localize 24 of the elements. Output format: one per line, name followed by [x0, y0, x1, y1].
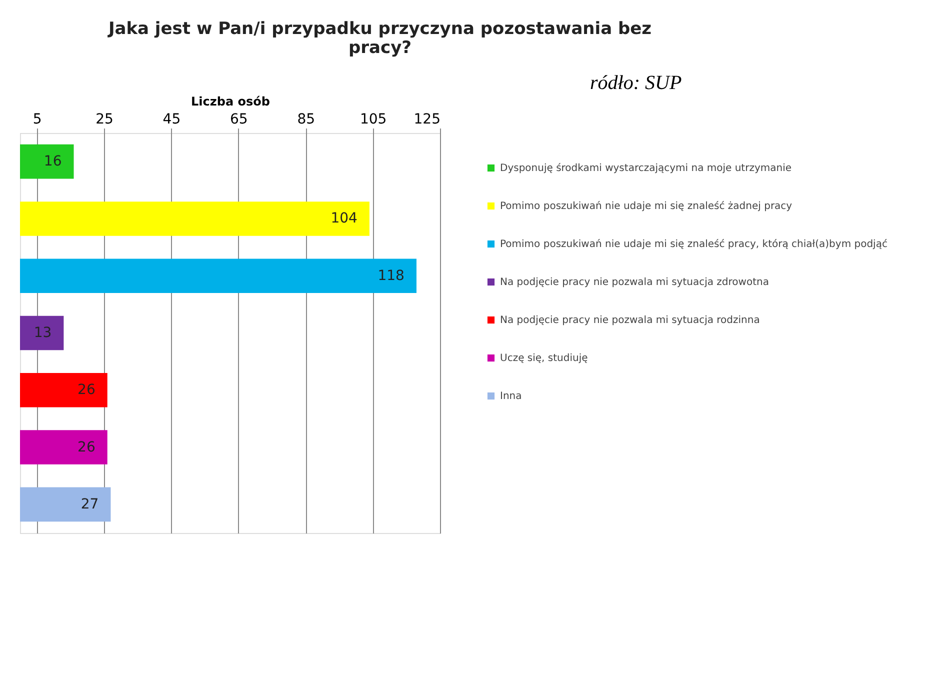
x-tick-label: 25 — [96, 112, 114, 128]
data-label: 26 — [78, 382, 96, 398]
data-label: 16 — [44, 154, 62, 170]
x-tick-label: 65 — [230, 112, 248, 128]
x-tick-label: 85 — [297, 112, 316, 128]
data-label: 13 — [34, 325, 52, 341]
x-axis-title: Liczba osób — [191, 94, 270, 108]
data-label: 27 — [80, 496, 99, 512]
x-tick-label: 5 — [32, 112, 42, 128]
x-tick-label: 105 — [360, 112, 387, 128]
legend-label: Na podjęcie pracy nie pozwala mi sytuacja rodzinna — [500, 315, 760, 326]
legend-label: Pomimo poszukiwań nie udaje mi się znaleść żadnej pracy — [500, 200, 792, 212]
legend-label: Inna — [500, 391, 522, 402]
legend-label: Dysponuję środkami wystarczającymi na moje utrzymanie — [500, 162, 792, 174]
data-label: 26 — [78, 439, 96, 456]
text: ródło: SUP — [590, 72, 682, 94]
chart-title: Jaka jest w Pan/i przypadku przyczyna pozostawania bez pracy? — [107, 19, 652, 58]
legend-label: Uczę się, studiuję — [500, 353, 588, 364]
x-tick-label: 45 — [162, 112, 181, 128]
legend-label: Na podjęcie pracy nie pozwala mi sytuacja zdrowotna — [500, 277, 769, 288]
legend-label: Pomimo poszukiwań nie udaje mi się znaleść pracy, którą chiał(a)bym podjąć — [500, 238, 888, 250]
x-tick-label: 125 — [414, 112, 440, 128]
data-label: 104 — [330, 210, 358, 227]
data-label: 118 — [378, 268, 404, 284]
